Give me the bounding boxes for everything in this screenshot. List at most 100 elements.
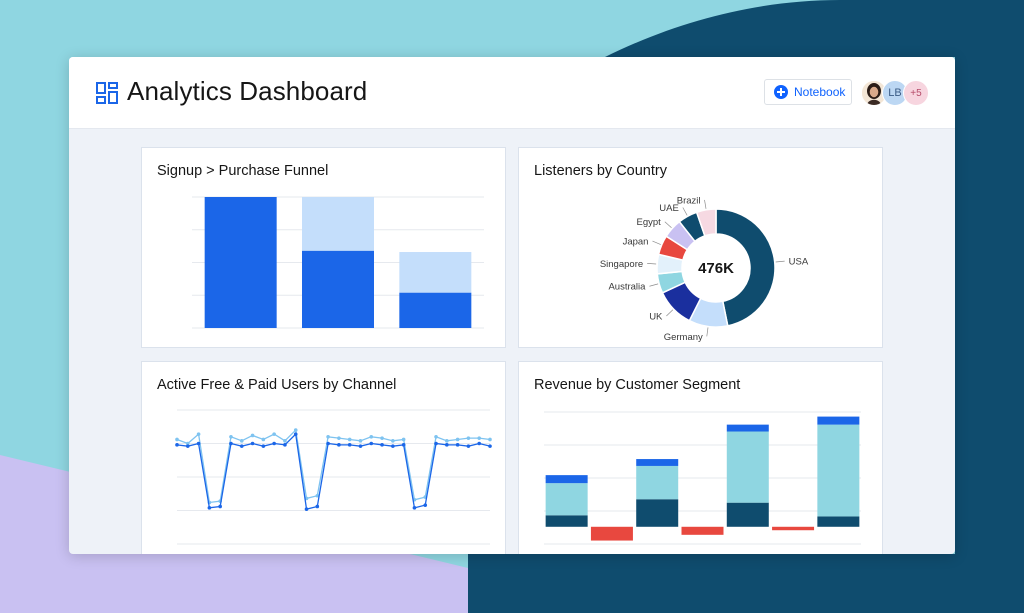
paid-users-point — [293, 432, 298, 436]
notebook-button[interactable]: Notebook — [764, 79, 852, 105]
paid-users-point — [380, 443, 384, 447]
paid-users-point — [423, 503, 428, 507]
free-users-point — [401, 437, 406, 442]
dashboard-grid-icon — [96, 82, 118, 104]
donut-slice-label: Egypt — [637, 217, 662, 228]
more-users-badge[interactable]: +5 — [903, 80, 929, 106]
paid-users-point — [488, 444, 492, 448]
revenue-bar-segment — [636, 459, 679, 466]
revenue-negative-bar — [681, 526, 724, 535]
paid-users-point — [207, 506, 212, 510]
header-bar: Analytics Dashboard Notebook LB +5 — [69, 57, 955, 129]
donut-leader-line — [706, 327, 709, 337]
donut-center-total: 476K — [698, 260, 734, 277]
funnel-bar-dropped — [399, 252, 472, 293]
free-users-point — [380, 436, 384, 440]
donut-slice — [715, 208, 776, 327]
users-line-chart — [175, 409, 492, 545]
funnel-chart-panel: Signup > Purchase Funnel — [141, 147, 506, 348]
revenue-bar-segment — [545, 483, 588, 516]
funnel-chart-title: Signup > Purchase Funnel — [157, 163, 329, 179]
paid-users-point — [218, 504, 222, 509]
donut-slice-label: Australia — [608, 282, 646, 293]
notebook-button-label: Notebook — [794, 85, 846, 99]
funnel-bar-dropped — [302, 197, 374, 251]
free-users-point — [455, 437, 460, 442]
paid-users-point — [455, 443, 460, 447]
paid-users-point — [445, 443, 449, 447]
free-users-point — [337, 436, 341, 440]
free-users-point — [250, 433, 255, 438]
free-users-point — [434, 435, 438, 439]
paid-users-point — [391, 444, 395, 448]
funnel-chart — [192, 196, 484, 329]
free-users-point — [185, 441, 190, 446]
donut-slice-label: UAE — [659, 203, 679, 214]
free-users-point — [293, 428, 298, 432]
donut-slice-label: Brazil — [677, 195, 701, 206]
free-users-point — [315, 493, 320, 498]
revenue-bar-segment — [545, 515, 588, 527]
users-chart-panel: Active Free & Paid Users by Channel — [141, 361, 506, 554]
revenue-bar-segment — [817, 416, 860, 425]
page-title: Analytics Dashboard — [127, 76, 368, 106]
free-users-point — [445, 439, 449, 443]
revenue-bar-segment — [817, 516, 860, 527]
paid-users-point — [358, 444, 363, 448]
donut-leader-line — [704, 199, 707, 209]
donut-slice-label: UK — [649, 311, 663, 322]
paid-users-point — [250, 441, 255, 446]
paid-users-point — [196, 441, 201, 446]
paid-users-point — [466, 444, 471, 448]
person-photo-icon — [862, 81, 886, 105]
user-avatar-photo[interactable] — [861, 80, 887, 106]
revenue-bar-segment — [726, 424, 769, 432]
free-users-point — [261, 437, 266, 442]
donut-slice — [695, 208, 717, 237]
paid-users-point — [175, 443, 179, 447]
revenue-bar-segment — [545, 475, 588, 484]
revenue-bar-chart — [544, 411, 861, 545]
donut-leader-line — [664, 221, 672, 229]
free-users-point — [272, 432, 276, 436]
paid-users-point — [239, 444, 244, 448]
revenue-bar-segment — [726, 502, 769, 527]
listeners-chart-title: Listeners by Country — [534, 163, 667, 179]
free-users-point — [347, 437, 352, 442]
donut-slice-label: Germany — [664, 332, 703, 343]
paid-users-point — [229, 441, 233, 446]
free-users-point — [466, 436, 471, 440]
donut-slice-label: Japan — [623, 237, 649, 248]
paid-users-point — [283, 443, 287, 447]
paid-users-point — [347, 443, 352, 447]
free-users-point — [229, 435, 233, 439]
free-users-point — [239, 439, 244, 443]
donut-leader-line — [775, 260, 785, 263]
revenue-bar-segment — [817, 424, 860, 517]
paid-users-point — [326, 441, 330, 446]
donut-leader-line — [649, 283, 659, 287]
free-users-point — [391, 439, 395, 443]
paid-users-line — [176, 432, 491, 510]
user-avatar-lb[interactable]: LB — [882, 80, 908, 106]
donut-leader-line — [682, 207, 688, 216]
free-users-point — [358, 439, 363, 443]
revenue-negative-bar — [590, 526, 633, 541]
revenue-bar-segment — [636, 499, 679, 527]
donut-leader-line — [652, 240, 661, 245]
plus-circle-icon — [774, 85, 788, 99]
funnel-bar-converted — [399, 292, 472, 328]
revenue-negative-bar — [772, 526, 815, 531]
free-users-point — [369, 435, 374, 439]
free-users-line — [176, 428, 491, 504]
users-chart-title: Active Free & Paid Users by Channel — [157, 377, 397, 393]
donut-slice-label: USA — [789, 257, 809, 268]
paid-users-point — [477, 441, 482, 446]
paid-users-point — [369, 441, 374, 446]
donut-leader-line — [647, 263, 657, 265]
revenue-chart-panel: Revenue by Customer Segment — [518, 361, 883, 554]
paid-users-point — [261, 444, 266, 448]
paid-users-point — [185, 444, 190, 448]
paid-users-point — [434, 441, 438, 446]
